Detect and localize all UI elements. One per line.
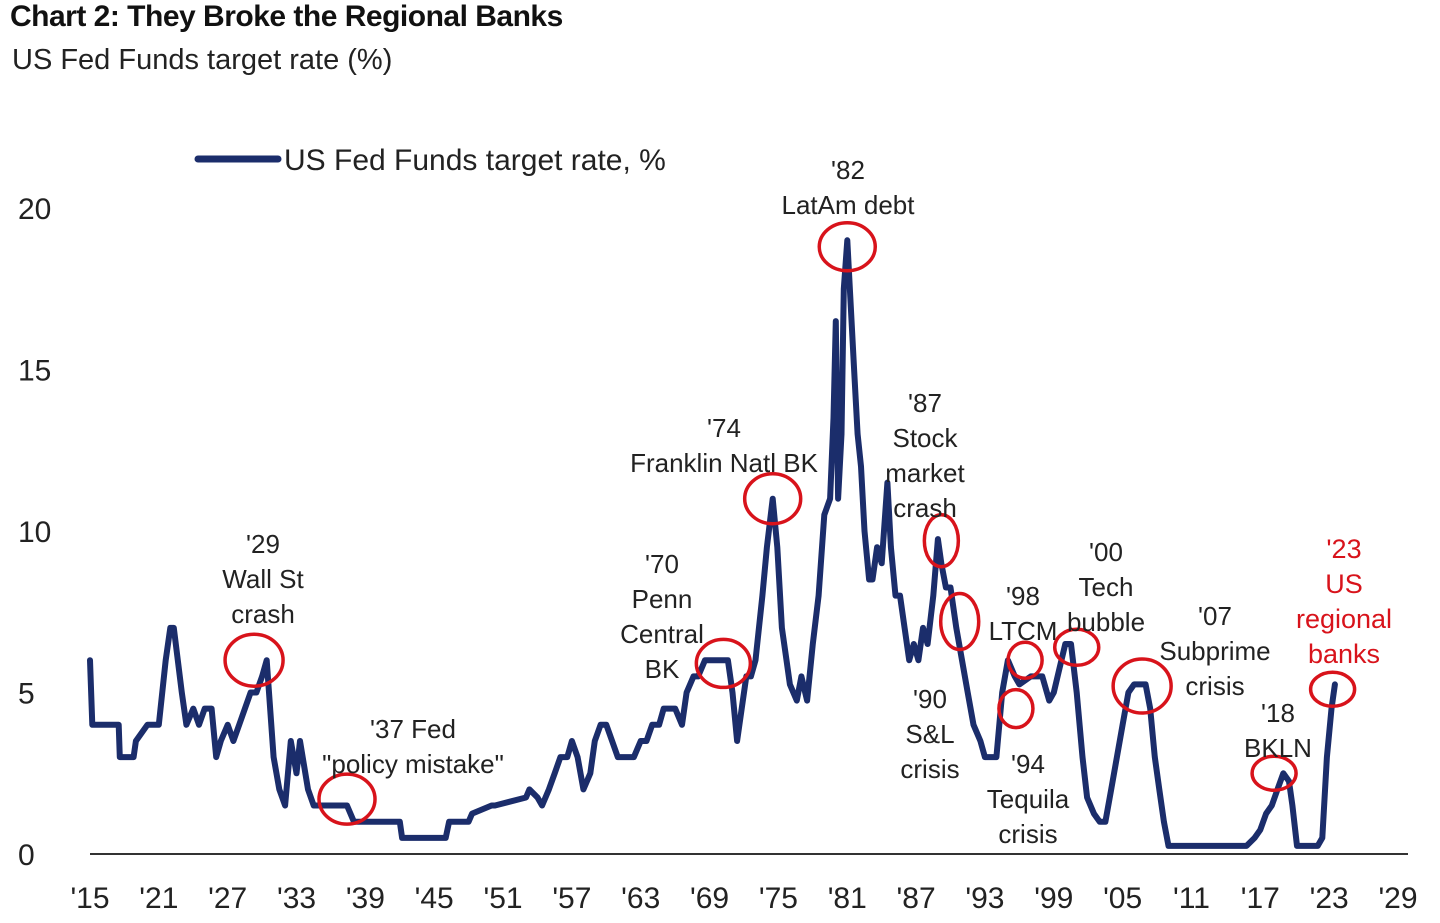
- annotation-line: BKLN: [1244, 733, 1312, 763]
- y-tick-label: 20: [18, 193, 51, 226]
- annotation-franklin: '74 Franklin Natl BK: [630, 413, 818, 478]
- legend-label: US Fed Funds target rate, %: [284, 144, 666, 177]
- x-tick-label: '15: [70, 882, 109, 915]
- annotation-line: '00: [1089, 537, 1123, 567]
- annotation-line: S&L: [905, 719, 954, 749]
- annotation-line: Penn: [632, 584, 693, 614]
- x-tick-label: '11: [1173, 882, 1210, 915]
- event-circle-stock-crash: [922, 512, 961, 569]
- x-axis: '15 '21 '27 '33 '39 '45 '51 '57 '63 '69 '75 '81 '87 '…: [70, 882, 1417, 915]
- legend: US Fed Funds target rate, %: [194, 144, 666, 177]
- annotation-line: '87: [908, 388, 942, 418]
- annotation-stock-crash: '87 Stock market crash: [885, 388, 965, 523]
- event-circle-ltcm: [1006, 640, 1044, 680]
- annotation-line: market: [885, 458, 965, 488]
- x-tick-label: '63: [621, 882, 660, 915]
- event-circle-regional: [1308, 670, 1357, 709]
- event-circle-fed-mistake: [317, 772, 377, 826]
- x-tick-label: '39: [346, 882, 385, 915]
- annotation-line: Franklin Natl BK: [630, 448, 818, 478]
- annotation-line: US: [1325, 569, 1363, 599]
- event-circle-penn-central: [694, 637, 753, 690]
- annotation-regional: '23 US regional banks: [1296, 534, 1392, 669]
- annotation-line: '82: [831, 155, 865, 185]
- chart-subtitle: US Fed Funds target rate (%): [12, 44, 393, 76]
- x-tick-label: '69: [690, 882, 729, 915]
- x-tick-label: '21: [139, 882, 178, 915]
- annotation-line: crisis: [1185, 671, 1244, 701]
- x-tick-label: '29: [1378, 882, 1417, 915]
- y-tick-label: 5: [18, 678, 35, 711]
- annotation-line: '37 Fed: [370, 714, 456, 744]
- annotation-line: '07: [1198, 601, 1232, 631]
- annotation-sl: '90 S&L crisis: [900, 684, 959, 784]
- chart-title: Chart 2: They Broke the Regional Banks: [10, 0, 563, 33]
- x-tick-label: '75: [759, 882, 798, 915]
- annotation-line: crash: [231, 599, 295, 629]
- annotation-line: "policy mistake": [322, 749, 504, 779]
- annotation-line: Subprime: [1159, 636, 1270, 666]
- annotation-line: regional: [1296, 604, 1392, 634]
- event-circle-bkln: [1250, 754, 1298, 792]
- annotation-latam: '82 LatAm debt: [782, 155, 916, 220]
- annotation-tequila: '94 Tequila crisis: [987, 749, 1070, 849]
- x-tick-label: '33: [277, 882, 316, 915]
- event-circles: [223, 221, 1357, 826]
- annotation-ltcm: '98 LTCM: [989, 581, 1058, 646]
- x-tick-label: '45: [415, 882, 454, 915]
- x-tick-label: '51: [483, 882, 522, 915]
- annotation-line: crash: [893, 493, 957, 523]
- annotation-subprime: '07 Subprime crisis: [1159, 601, 1270, 701]
- event-circle-tequila: [997, 687, 1035, 730]
- annotation-line: bubble: [1067, 607, 1145, 637]
- x-tick-label: '27: [208, 882, 247, 915]
- event-circle-sl: [938, 591, 981, 652]
- event-annotations: '29 Wall St crash '37 Fed "policy mistake" '7…: [222, 155, 1392, 849]
- x-tick-label: '05: [1103, 882, 1142, 915]
- annotation-wall-st: '29 Wall St crash: [222, 529, 304, 629]
- annotation-line: LatAm debt: [782, 190, 916, 220]
- annotation-line: '90: [913, 684, 947, 714]
- x-tick-label: '99: [1034, 882, 1073, 915]
- annotation-line: BK: [645, 654, 680, 684]
- annotation-line: LTCM: [989, 616, 1058, 646]
- annotation-line: '18: [1261, 698, 1295, 728]
- annotation-penn-central: '70 Penn Central BK: [620, 549, 704, 684]
- y-tick-label: 10: [18, 516, 51, 549]
- annotation-line: Tech: [1079, 572, 1134, 602]
- annotation-line: Central: [620, 619, 704, 649]
- annotation-line: crisis: [900, 754, 959, 784]
- event-circle-tech: [1052, 627, 1101, 668]
- annotation-line: Stock: [892, 423, 958, 453]
- annotation-line: '23: [1326, 534, 1361, 564]
- annotation-line: '70: [645, 549, 679, 579]
- y-tick-label: 15: [18, 355, 51, 388]
- annotation-fed-mistake: '37 Fed "policy mistake": [322, 714, 504, 779]
- annotation-line: '29: [246, 529, 280, 559]
- x-tick-label: '23: [1310, 882, 1349, 915]
- annotation-line: '94: [1011, 749, 1045, 779]
- x-tick-label: '17: [1241, 882, 1280, 915]
- annotation-bkln: '18 BKLN: [1244, 698, 1312, 763]
- annotation-line: Wall St: [222, 564, 304, 594]
- event-circle-franklin: [742, 471, 803, 526]
- annotation-line: Tequila: [987, 784, 1070, 814]
- annotation-tech: '00 Tech bubble: [1067, 537, 1145, 637]
- event-circle-latam: [817, 221, 878, 273]
- x-tick-label: '93: [965, 882, 1004, 915]
- event-circle-subprime: [1111, 657, 1173, 715]
- annotation-line: crisis: [998, 819, 1057, 849]
- x-tick-label: '81: [828, 882, 867, 915]
- x-tick-label: '57: [552, 882, 591, 915]
- y-axis: 0 5 10 15 20: [18, 193, 51, 872]
- event-circle-wall-st: [223, 632, 285, 688]
- x-tick-label: '87: [897, 882, 936, 915]
- y-tick-label: 0: [18, 839, 35, 872]
- annotation-line: banks: [1308, 639, 1380, 669]
- annotation-line: '98: [1006, 581, 1040, 611]
- annotation-line: '74: [707, 413, 741, 443]
